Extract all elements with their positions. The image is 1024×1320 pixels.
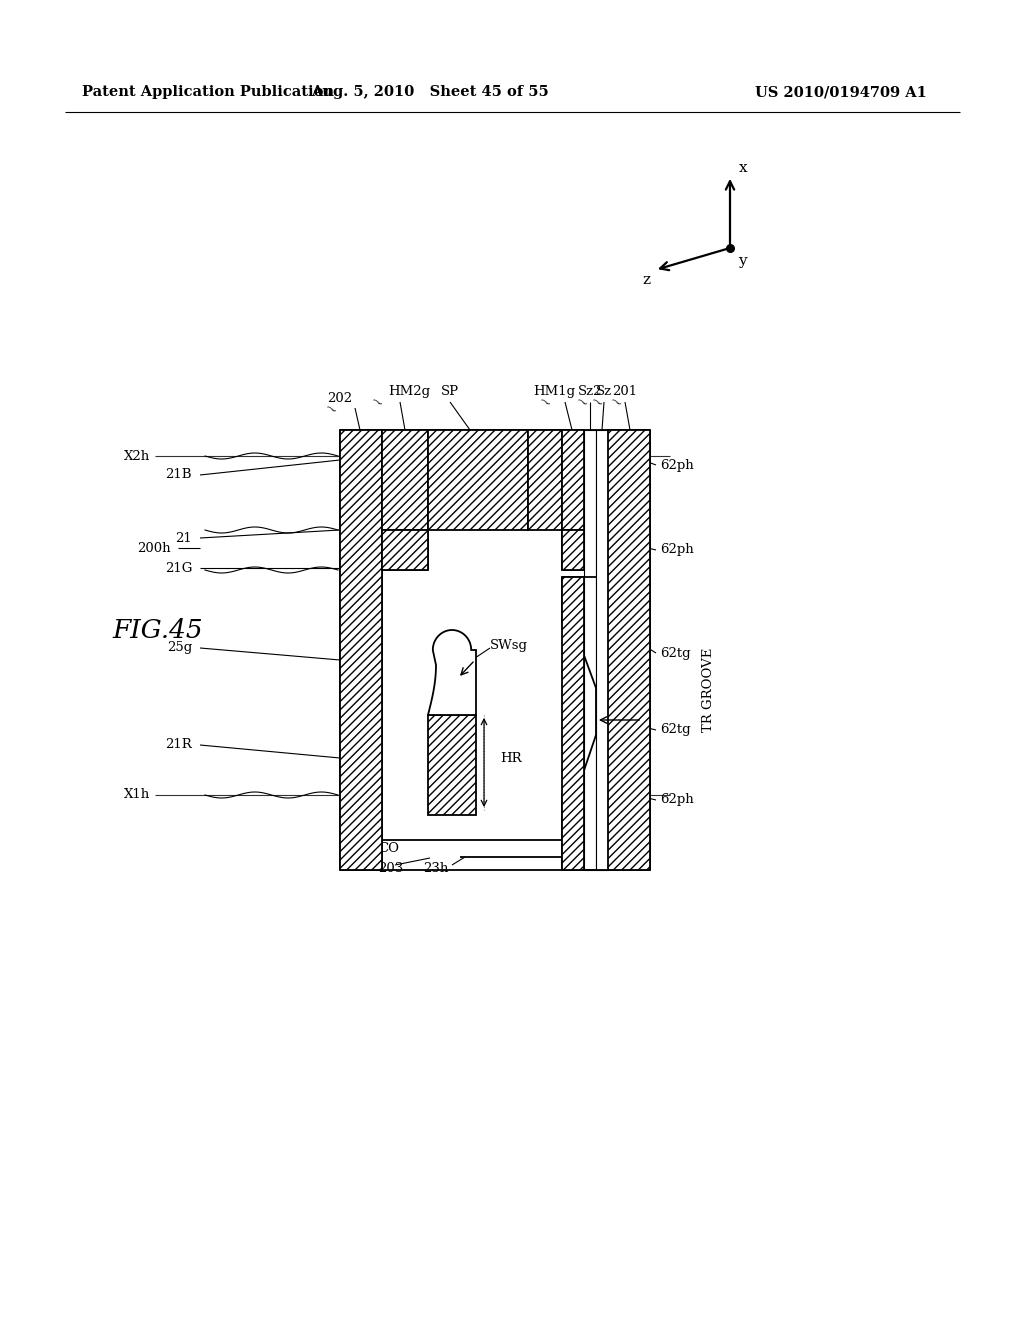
Bar bbox=[584, 430, 596, 870]
Bar bbox=[562, 577, 584, 870]
Text: ~: ~ bbox=[606, 393, 624, 412]
Text: Patent Application Publication: Patent Application Publication bbox=[82, 84, 334, 99]
Bar bbox=[596, 430, 608, 870]
Text: TR GROOVE: TR GROOVE bbox=[702, 648, 715, 733]
Bar bbox=[382, 430, 428, 531]
Bar bbox=[528, 430, 562, 531]
Text: 62ph: 62ph bbox=[660, 793, 693, 807]
Bar bbox=[562, 531, 584, 570]
Text: US 2010/0194709 A1: US 2010/0194709 A1 bbox=[755, 84, 927, 99]
Text: 21B: 21B bbox=[166, 469, 193, 482]
Bar bbox=[428, 430, 528, 531]
Text: 21: 21 bbox=[175, 532, 193, 544]
Bar bbox=[382, 531, 428, 570]
Text: ~: ~ bbox=[367, 393, 385, 412]
Text: 21G: 21G bbox=[165, 561, 193, 574]
Text: 200h: 200h bbox=[137, 541, 171, 554]
Text: x: x bbox=[739, 161, 748, 176]
Text: HR: HR bbox=[500, 751, 521, 764]
Text: 62tg: 62tg bbox=[660, 723, 690, 737]
Text: 25g: 25g bbox=[167, 642, 193, 655]
Text: 62ph: 62ph bbox=[660, 458, 693, 471]
Text: ~: ~ bbox=[572, 393, 590, 412]
Text: z: z bbox=[642, 273, 650, 286]
Bar bbox=[340, 430, 382, 870]
Text: X2h: X2h bbox=[124, 450, 150, 462]
Polygon shape bbox=[428, 630, 476, 715]
Text: Sz: Sz bbox=[596, 385, 612, 399]
Text: HM1g: HM1g bbox=[532, 385, 575, 399]
Text: Aug. 5, 2010   Sheet 45 of 55: Aug. 5, 2010 Sheet 45 of 55 bbox=[311, 84, 549, 99]
Text: HM2g: HM2g bbox=[388, 385, 430, 399]
Text: ~: ~ bbox=[587, 393, 605, 412]
Bar bbox=[428, 715, 476, 814]
Text: 202: 202 bbox=[328, 392, 352, 405]
Text: 62ph: 62ph bbox=[660, 544, 693, 557]
Text: 21R: 21R bbox=[165, 738, 193, 751]
Bar bbox=[562, 430, 584, 531]
Text: FIG.45: FIG.45 bbox=[112, 618, 203, 643]
Text: y: y bbox=[738, 253, 746, 268]
Text: 201: 201 bbox=[612, 385, 638, 399]
Text: 23h: 23h bbox=[423, 862, 449, 874]
Text: X1h: X1h bbox=[124, 788, 150, 801]
Text: SP: SP bbox=[441, 385, 459, 399]
Text: Sz2: Sz2 bbox=[578, 385, 602, 399]
Text: ~: ~ bbox=[535, 393, 553, 412]
Text: 203: 203 bbox=[378, 862, 403, 874]
Text: ~: ~ bbox=[321, 401, 339, 420]
Bar bbox=[608, 430, 650, 870]
Text: CO: CO bbox=[378, 842, 399, 854]
Text: SWsg: SWsg bbox=[490, 639, 528, 652]
Text: 62tg: 62tg bbox=[660, 647, 690, 660]
